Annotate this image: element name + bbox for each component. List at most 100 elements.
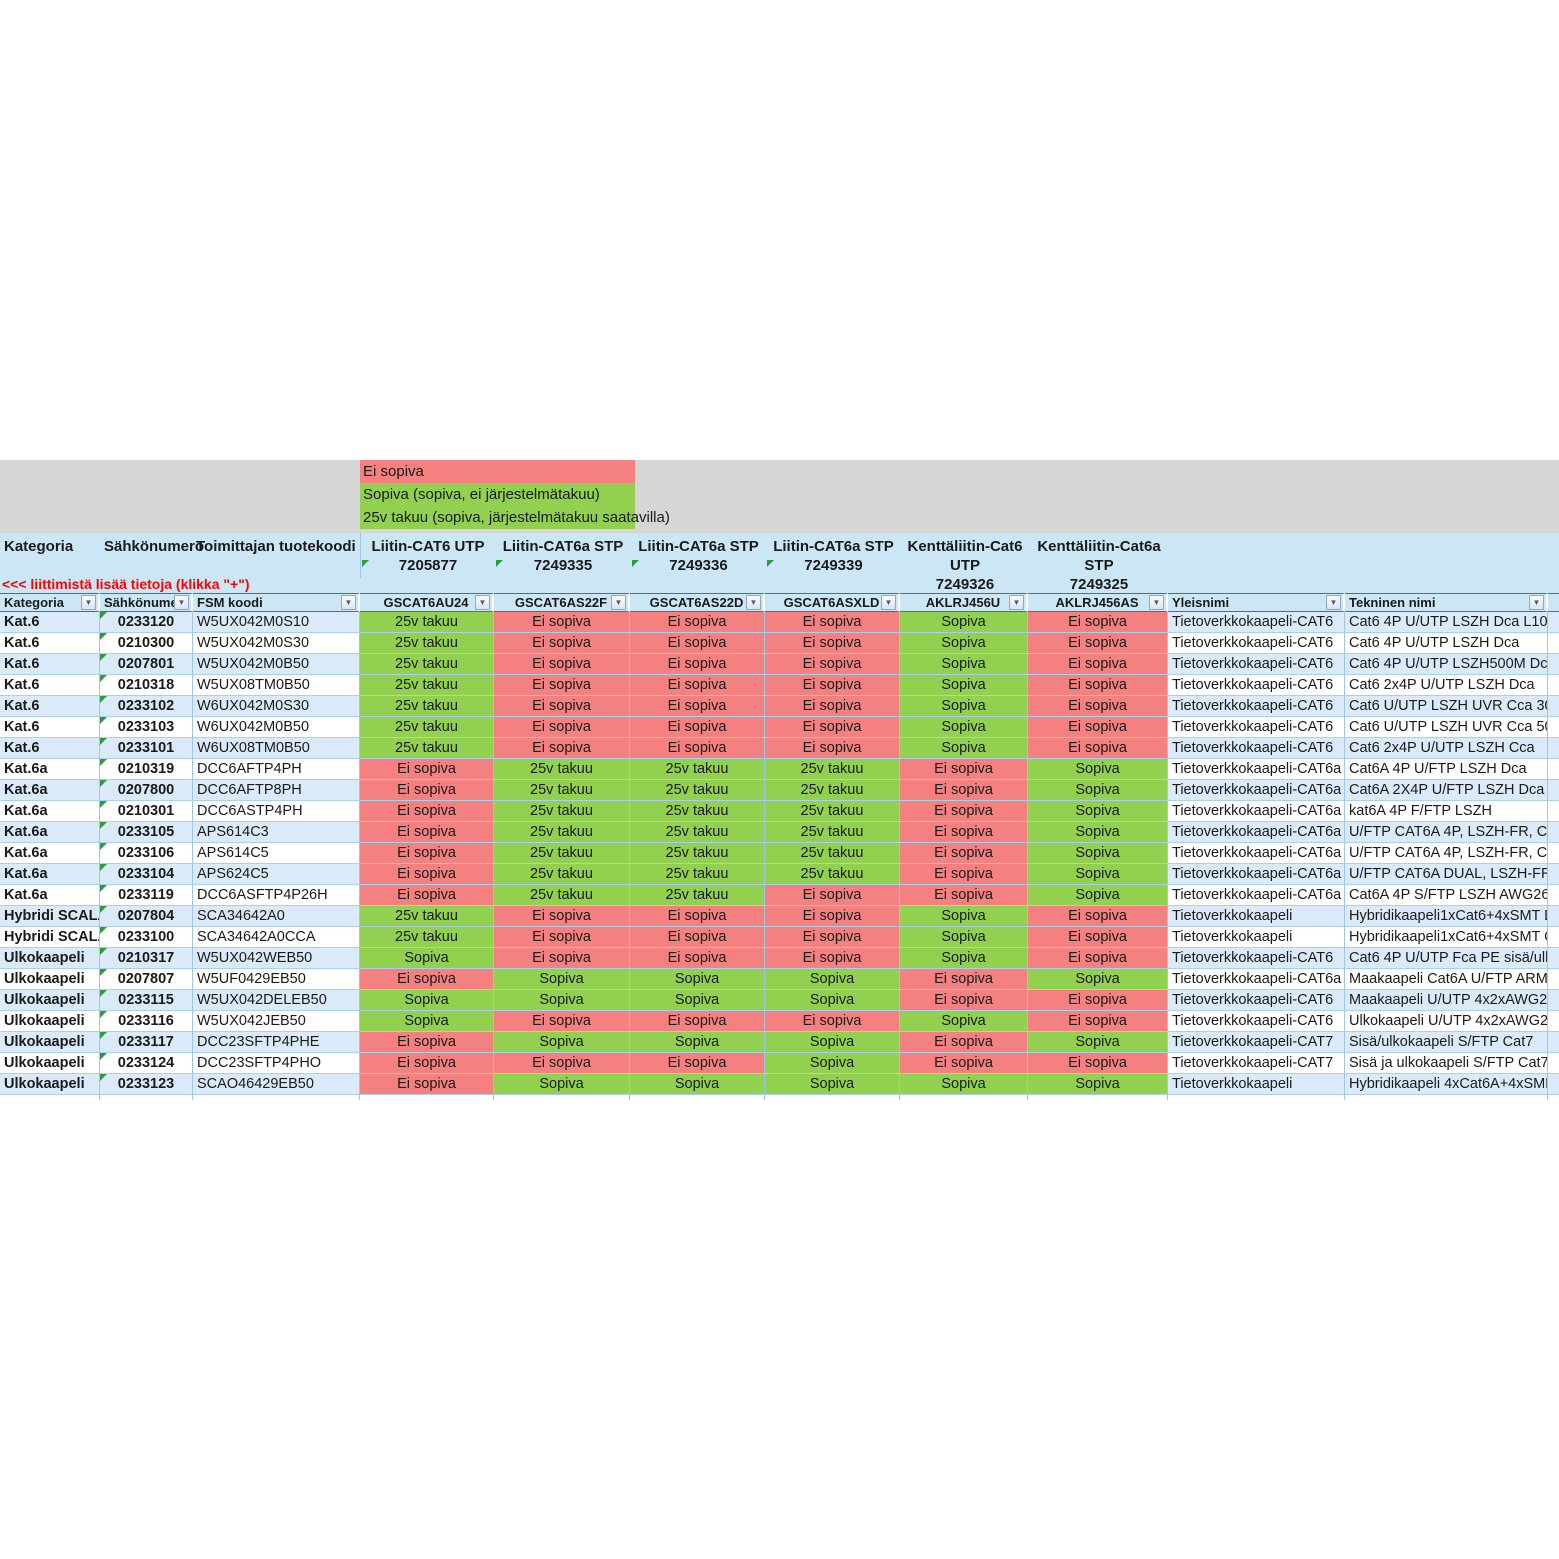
- status-cell[interactable]: 25v takuu: [765, 801, 900, 822]
- technical-name-cell[interactable]: Cat6 4P U/UTP LSZH Dca L100: [1345, 612, 1548, 633]
- fsm-code-cell[interactable]: DCC6ASFTP4P26H: [193, 885, 360, 906]
- status-cell[interactable]: Sopiva: [900, 633, 1028, 654]
- status-cell[interactable]: Sopiva: [900, 717, 1028, 738]
- filter-cell-fsm-koodi[interactable]: FSM koodi ▼: [193, 593, 360, 612]
- filter-dropdown-icon[interactable]: ▼: [1529, 595, 1544, 610]
- category-cell[interactable]: Ulkokaapeli: [0, 1074, 100, 1095]
- status-cell[interactable]: 25v takuu: [360, 906, 494, 927]
- status-cell[interactable]: Sopiva: [765, 990, 900, 1011]
- common-name-cell[interactable]: Tietoverkkokaapeli-CAT6a: [1168, 885, 1345, 906]
- status-cell[interactable]: Ei sopiva: [630, 738, 765, 759]
- common-name-cell[interactable]: Tietoverkkokaapeli-CAT6: [1168, 633, 1345, 654]
- technical-name-cell[interactable]: Hybridikaapeli1xCat6+4xSMT Cca: [1345, 927, 1548, 948]
- filter-dropdown-icon[interactable]: ▼: [881, 595, 896, 610]
- status-cell[interactable]: Ei sopiva: [900, 990, 1028, 1011]
- category-cell[interactable]: Hybridi SCALA: [0, 906, 100, 927]
- technical-name-cell[interactable]: Cat6 U/UTP LSZH UVR Cca 500m: [1345, 717, 1548, 738]
- category-cell[interactable]: Ulkokaapeli: [0, 990, 100, 1011]
- status-cell[interactable]: Ei sopiva: [1028, 717, 1168, 738]
- status-cell[interactable]: Ei sopiva: [360, 1053, 494, 1074]
- fsm-code-cell[interactable]: APS614C3: [193, 822, 360, 843]
- product-number-cell[interactable]: 0233104: [100, 864, 193, 885]
- status-cell[interactable]: Ei sopiva: [360, 885, 494, 906]
- common-name-cell[interactable]: Tietoverkkokaapeli-CAT6: [1168, 990, 1345, 1011]
- status-cell[interactable]: Ei sopiva: [900, 1053, 1028, 1074]
- status-cell[interactable]: Ei sopiva: [360, 969, 494, 990]
- status-cell[interactable]: Ei sopiva: [630, 717, 765, 738]
- common-name-cell[interactable]: Tietoverkkokaapeli-CAT6a: [1168, 864, 1345, 885]
- category-cell[interactable]: Kat.6: [0, 654, 100, 675]
- technical-name-cell[interactable]: Ulkokaapeli U/UTP 4x2xAWG23/1: [1345, 1011, 1548, 1032]
- filter-cell-gscat6asxld[interactable]: GSCAT6ASXLD ▼: [765, 593, 900, 612]
- common-name-cell[interactable]: Tietoverkkokaapeli-CAT7: [1168, 1053, 1345, 1074]
- status-cell[interactable]: Sopiva: [900, 1011, 1028, 1032]
- category-cell[interactable]: Kat.6a: [0, 822, 100, 843]
- product-number-cell[interactable]: 0233105: [100, 822, 193, 843]
- product-number-cell[interactable]: 0233100: [100, 927, 193, 948]
- legend-item-not-suitable[interactable]: Ei sopiva: [360, 460, 635, 483]
- legend-item-warranty[interactable]: 25v takuu (sopiva, järjestelmätakuu saat…: [360, 506, 670, 529]
- status-cell[interactable]: Ei sopiva: [900, 801, 1028, 822]
- status-cell[interactable]: Ei sopiva: [1028, 696, 1168, 717]
- status-cell[interactable]: Sopiva: [1028, 1074, 1168, 1095]
- common-name-cell[interactable]: Tietoverkkokaapeli-CAT6: [1168, 696, 1345, 717]
- fsm-code-cell[interactable]: W6UX042M0B50: [193, 717, 360, 738]
- status-cell[interactable]: Ei sopiva: [494, 633, 630, 654]
- filter-cell-gscat6au24[interactable]: GSCAT6AU24 ▼: [360, 593, 494, 612]
- category-cell[interactable]: Kat.6: [0, 612, 100, 633]
- common-name-cell[interactable]: Tietoverkkokaapeli-CAT6a: [1168, 843, 1345, 864]
- status-cell[interactable]: Ei sopiva: [494, 612, 630, 633]
- filter-dropdown-icon[interactable]: ▼: [1326, 595, 1341, 610]
- common-name-cell[interactable]: Tietoverkkokaapeli-CAT6: [1168, 612, 1345, 633]
- status-cell[interactable]: Ei sopiva: [1028, 654, 1168, 675]
- status-cell[interactable]: Sopiva: [1028, 885, 1168, 906]
- filter-dropdown-icon[interactable]: ▼: [1009, 595, 1024, 610]
- status-cell[interactable]: Ei sopiva: [900, 759, 1028, 780]
- category-cell[interactable]: Kat.6a: [0, 885, 100, 906]
- status-cell[interactable]: Ei sopiva: [360, 1074, 494, 1095]
- status-cell[interactable]: Ei sopiva: [630, 1053, 765, 1074]
- status-cell[interactable]: Sopiva: [630, 990, 765, 1011]
- common-name-cell[interactable]: Tietoverkkokaapeli-CAT6: [1168, 717, 1345, 738]
- status-cell[interactable]: 25v takuu: [360, 612, 494, 633]
- technical-name-cell[interactable]: Cat6A 2X4P U/FTP LSZH Dca: [1345, 780, 1548, 801]
- status-cell[interactable]: Sopiva: [765, 1074, 900, 1095]
- common-name-cell[interactable]: Tietoverkkokaapeli-CAT6: [1168, 948, 1345, 969]
- technical-name-cell[interactable]: Hybridikaapeli 4xCat6A+4xSML: [1345, 1074, 1548, 1095]
- category-cell[interactable]: Kat.6: [0, 675, 100, 696]
- fsm-code-cell[interactable]: W5UX042M0B50: [193, 654, 360, 675]
- status-cell[interactable]: Ei sopiva: [494, 1011, 630, 1032]
- status-cell[interactable]: Sopiva: [360, 990, 494, 1011]
- status-cell[interactable]: Ei sopiva: [494, 654, 630, 675]
- category-cell[interactable]: Kat.6: [0, 738, 100, 759]
- status-cell[interactable]: Sopiva: [1028, 1032, 1168, 1053]
- product-number-cell[interactable]: 0210300: [100, 633, 193, 654]
- status-cell[interactable]: Ei sopiva: [765, 654, 900, 675]
- common-name-cell[interactable]: Tietoverkkokaapeli-CAT6a: [1168, 759, 1345, 780]
- common-name-cell[interactable]: Tietoverkkokaapeli-CAT6a: [1168, 780, 1345, 801]
- status-cell[interactable]: Sopiva: [900, 654, 1028, 675]
- fsm-code-cell[interactable]: SCA34642A0: [193, 906, 360, 927]
- common-name-cell[interactable]: Tietoverkkokaapeli: [1168, 906, 1345, 927]
- status-cell[interactable]: Ei sopiva: [1028, 633, 1168, 654]
- product-number-cell[interactable]: 0233120: [100, 612, 193, 633]
- status-cell[interactable]: 25v takuu: [360, 738, 494, 759]
- status-cell[interactable]: 25v takuu: [360, 654, 494, 675]
- product-number-cell[interactable]: 0233106: [100, 843, 193, 864]
- status-cell[interactable]: Sopiva: [900, 612, 1028, 633]
- status-cell[interactable]: 25v takuu: [360, 927, 494, 948]
- fsm-code-cell[interactable]: W5UX042WEB50: [193, 948, 360, 969]
- status-cell[interactable]: Sopiva: [360, 948, 494, 969]
- status-cell[interactable]: Ei sopiva: [494, 717, 630, 738]
- product-number-cell[interactable]: 0233119: [100, 885, 193, 906]
- status-cell[interactable]: Ei sopiva: [765, 1011, 900, 1032]
- status-cell[interactable]: Sopiva: [1028, 759, 1168, 780]
- fsm-code-cell[interactable]: SCA34642A0CCA: [193, 927, 360, 948]
- category-cell[interactable]: Kat.6a: [0, 864, 100, 885]
- common-name-cell[interactable]: Tietoverkkokaapeli-CAT6a: [1168, 822, 1345, 843]
- status-cell[interactable]: Ei sopiva: [360, 801, 494, 822]
- status-cell[interactable]: Ei sopiva: [765, 717, 900, 738]
- status-cell[interactable]: 25v takuu: [360, 717, 494, 738]
- status-cell[interactable]: Sopiva: [900, 948, 1028, 969]
- product-number-cell[interactable]: 0207804: [100, 906, 193, 927]
